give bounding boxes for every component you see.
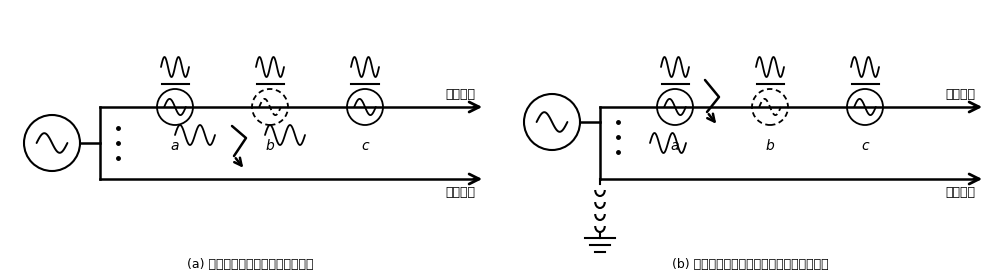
Text: (b) 中性点经消弧线圈接地系统工频电流分布: (b) 中性点经消弧线圈接地系统工频电流分布: [672, 258, 828, 271]
Text: a: a: [171, 139, 179, 153]
Text: c: c: [861, 139, 869, 153]
Text: (a) 中性点不接地系统工频电流分布: (a) 中性点不接地系统工频电流分布: [187, 258, 313, 271]
Text: 故障线路: 故障线路: [445, 186, 475, 199]
Text: 健全线路: 健全线路: [945, 186, 975, 199]
Text: a: a: [671, 139, 679, 153]
Text: b: b: [266, 139, 274, 153]
Text: 故障线路: 故障线路: [945, 88, 975, 102]
Text: 健全线路: 健全线路: [445, 88, 475, 102]
Text: b: b: [766, 139, 774, 153]
Text: c: c: [361, 139, 369, 153]
